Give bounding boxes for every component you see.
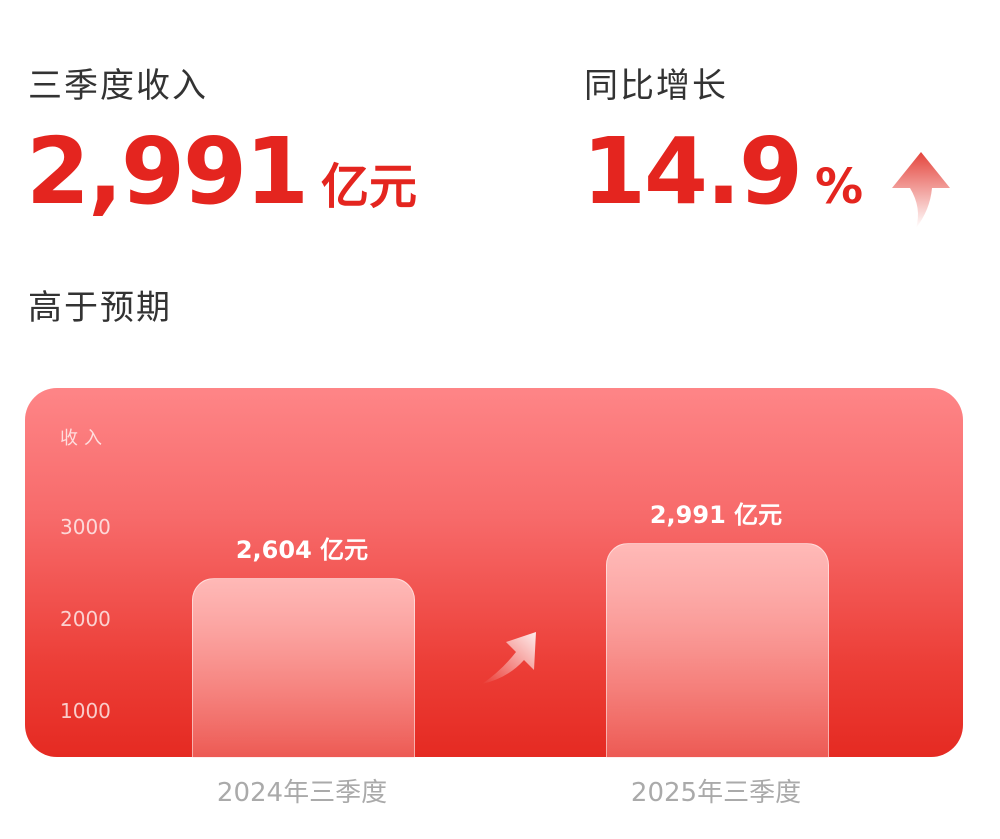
expectation-note: 高于预期	[28, 288, 172, 328]
bar	[192, 578, 415, 758]
y-tick-label: 3000	[60, 515, 111, 539]
growth-arrow-icon	[482, 632, 536, 684]
growth-value: 14.9%	[582, 118, 863, 225]
growth-unit: %	[815, 159, 864, 215]
revenue-label: 三季度收入	[28, 66, 208, 106]
arrow-up-icon	[892, 152, 950, 228]
revenue-number: 2,991	[26, 118, 309, 225]
y-tick-label: 2000	[60, 607, 111, 631]
revenue-unit: 亿元	[321, 159, 418, 215]
x-tick-label: 2024年三季度	[216, 778, 388, 808]
growth-label: 同比增长	[584, 66, 728, 106]
x-tick-label: 2025年三季度	[630, 778, 802, 808]
revenue-value: 2,991 亿元	[26, 118, 417, 225]
y-axis-label: 收入	[60, 428, 108, 449]
bar-value-label: 2,604 亿元	[235, 536, 369, 565]
bar	[606, 542, 829, 758]
y-tick-label: 1000	[60, 699, 111, 723]
bar-value-label: 2,991 亿元	[649, 500, 783, 529]
growth-number: 14.9	[582, 118, 803, 225]
